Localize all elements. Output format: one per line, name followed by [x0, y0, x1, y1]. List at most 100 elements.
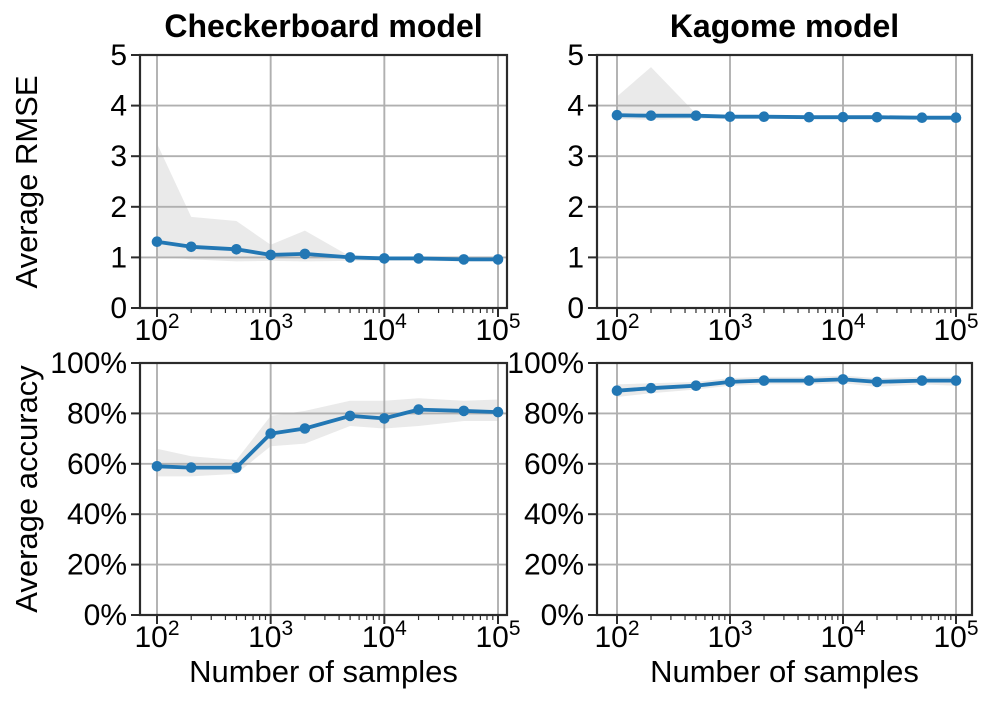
data-point — [724, 376, 736, 388]
x-tick-label: 104 — [820, 617, 865, 654]
y-tick-label: 1 — [567, 241, 584, 274]
y-tick-label: 5 — [567, 39, 584, 72]
y-tick-label: 60% — [67, 448, 127, 481]
y-tick-label: 2 — [110, 191, 127, 224]
data-point — [231, 462, 242, 473]
data-line — [155, 407, 500, 470]
data-point — [690, 110, 702, 121]
confidence-band — [157, 143, 498, 262]
data-point — [492, 406, 504, 418]
data-point — [185, 462, 197, 473]
y-tick-label: 5 — [110, 39, 127, 72]
x-tick-label: 102 — [594, 310, 639, 347]
data-point — [299, 248, 311, 260]
data-point — [724, 111, 736, 122]
data-point — [492, 254, 504, 265]
data-point — [413, 253, 424, 264]
data-point — [916, 375, 928, 386]
y-tick-label: 20% — [67, 549, 127, 582]
data-point — [758, 375, 770, 386]
data-point — [151, 461, 163, 472]
y-tick-label: 100% — [507, 347, 584, 380]
y-tick-label: 20% — [524, 549, 584, 582]
y-tick-label: 0 — [567, 292, 584, 325]
data-point — [803, 111, 815, 123]
data-point — [344, 410, 356, 422]
data-point — [458, 254, 470, 265]
data-point — [151, 236, 163, 247]
data-point — [645, 110, 657, 121]
y-tick-label: 40% — [67, 498, 127, 531]
ylabel-average-rmse: Average RMSE — [9, 75, 44, 289]
subplot-kagome-rmse: 102 103 104 105 0 1 2 3 4 5 — [567, 39, 978, 347]
data-point — [299, 423, 311, 434]
data-point — [871, 111, 883, 123]
data-point — [344, 252, 356, 263]
y-tick-label: 1 — [110, 241, 127, 274]
x-tick-label: 103 — [248, 310, 293, 347]
x-tick-label: 104 — [820, 310, 865, 347]
y-tick-label: 0 — [110, 292, 127, 325]
x-tick-label: 104 — [362, 310, 407, 347]
y-tick-label: 100% — [50, 347, 127, 380]
xlabel-number-of-samples-left: Number of samples — [189, 654, 458, 689]
data-point — [265, 428, 277, 439]
axes-spines — [138, 361, 509, 617]
x-tick-label: 102 — [134, 310, 179, 347]
axes-spines — [138, 53, 509, 310]
x-tick-label: 105 — [933, 310, 978, 347]
data-point — [837, 111, 849, 123]
data-line — [615, 113, 958, 120]
data-point — [611, 109, 623, 121]
data-point — [265, 249, 277, 261]
data-point — [458, 405, 470, 417]
data-point — [611, 385, 623, 397]
data-point — [950, 375, 962, 386]
data-line — [155, 239, 500, 262]
y-tick-label: 0% — [84, 599, 127, 632]
confidence-band — [157, 398, 498, 477]
y-tick-label: 80% — [67, 397, 127, 430]
y-tick-label: 4 — [567, 90, 584, 123]
ylabel-average-accuracy: Average accuracy — [9, 365, 44, 613]
x-tick-label: 102 — [594, 617, 639, 654]
x-tick-label: 105 — [933, 617, 978, 654]
subplot-kagome-accuracy: 102 103 104 105 0% 20% 40% 60% 80% 100% — [507, 347, 978, 654]
y-tick-label: 3 — [110, 140, 127, 173]
data-point — [413, 404, 424, 415]
data-line — [615, 377, 958, 393]
y-tick-label: 80% — [524, 397, 584, 430]
data-point — [916, 112, 928, 123]
x-tick-label: 102 — [134, 617, 179, 654]
y-tick-label: 4 — [110, 90, 127, 123]
x-tick-label: 105 — [475, 310, 520, 347]
data-point — [871, 376, 883, 388]
axes-spines — [595, 361, 974, 617]
x-tick-label: 105 — [475, 617, 520, 654]
data-point — [379, 253, 390, 264]
y-tick-label: 60% — [524, 448, 584, 481]
data-point — [837, 374, 849, 385]
data-point — [379, 413, 390, 424]
x-tick-label: 103 — [707, 310, 752, 347]
data-point — [758, 111, 770, 122]
data-point — [231, 244, 242, 255]
title-checkerboard-model: Checkerboard model — [164, 8, 483, 44]
data-point — [950, 112, 962, 123]
subplot-checkerboard-accuracy: 102 103 104 105 0% 20% 40% 60% 80% 100% — [50, 347, 520, 654]
data-point — [690, 380, 702, 392]
x-tick-label: 104 — [362, 617, 407, 654]
y-tick-label: 0% — [541, 599, 584, 632]
x-tick-label: 103 — [248, 617, 293, 654]
data-point — [803, 375, 815, 386]
data-point — [185, 241, 197, 253]
x-tick-label: 103 — [707, 617, 752, 654]
confidence-band — [617, 67, 956, 120]
data-point — [645, 382, 657, 394]
y-tick-label: 3 — [567, 140, 584, 173]
title-kagome-model: Kagome model — [669, 8, 900, 44]
y-tick-label: 2 — [567, 191, 584, 224]
y-tick-label: 40% — [524, 498, 584, 531]
